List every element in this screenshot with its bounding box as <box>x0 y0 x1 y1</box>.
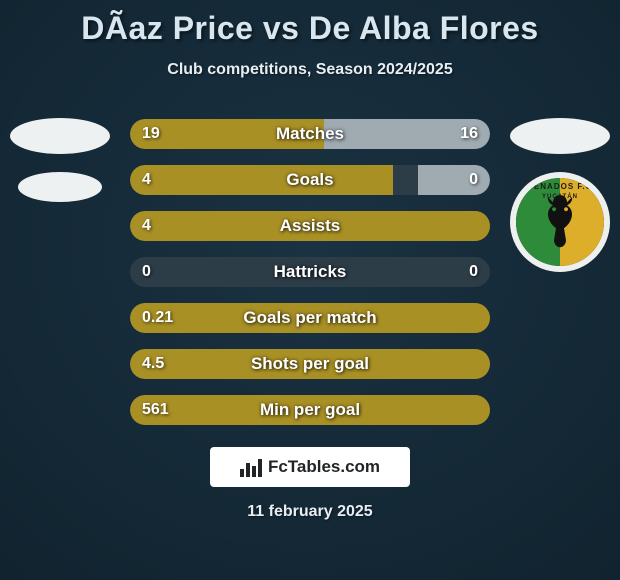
stat-bar-left <box>130 395 490 425</box>
fctables-logo: FcTables.com <box>210 447 410 487</box>
stat-row: Goals40 <box>130 165 490 195</box>
date-text: 11 february 2025 <box>0 503 620 521</box>
stat-row: Shots per goal4.5 <box>130 349 490 379</box>
deer-icon <box>537 193 583 253</box>
stat-bar-right <box>418 165 490 195</box>
stat-bar-left <box>130 119 324 149</box>
stat-row: Goals per match0.21 <box>130 303 490 333</box>
stat-label: Hattricks <box>130 257 490 287</box>
stat-bar-left <box>130 211 490 241</box>
left-player-badges <box>10 118 110 220</box>
stat-bar-left <box>130 165 393 195</box>
stat-row: Matches1916 <box>130 119 490 149</box>
stat-row: Min per goal561 <box>130 395 490 425</box>
stat-row: Assists4 <box>130 211 490 241</box>
left-badge-2 <box>18 172 102 202</box>
stat-bar-left <box>130 303 490 333</box>
club-crest: VENADOS F.C YUCATÁN <box>510 172 610 272</box>
right-player-badges: VENADOS F.C YUCATÁN <box>510 118 610 272</box>
stat-bars: Matches1916 Goals40 Assists4 Hattricks0 0 Goa… <box>130 119 490 425</box>
stat-value-left: 0 <box>142 257 151 287</box>
chart-icon <box>240 457 262 477</box>
stat-bar-right <box>324 119 490 149</box>
right-badge-1 <box>510 118 610 154</box>
page-title: DÃ­az Price vs De Alba Flores <box>0 0 620 47</box>
logo-text: FcTables.com <box>268 457 380 477</box>
left-badge-1 <box>10 118 110 154</box>
stat-row: Hattricks0 0 <box>130 257 490 287</box>
subtitle: Club competitions, Season 2024/2025 <box>0 61 620 79</box>
stat-value-right: 0 <box>469 257 478 287</box>
stat-bar-left <box>130 349 490 379</box>
